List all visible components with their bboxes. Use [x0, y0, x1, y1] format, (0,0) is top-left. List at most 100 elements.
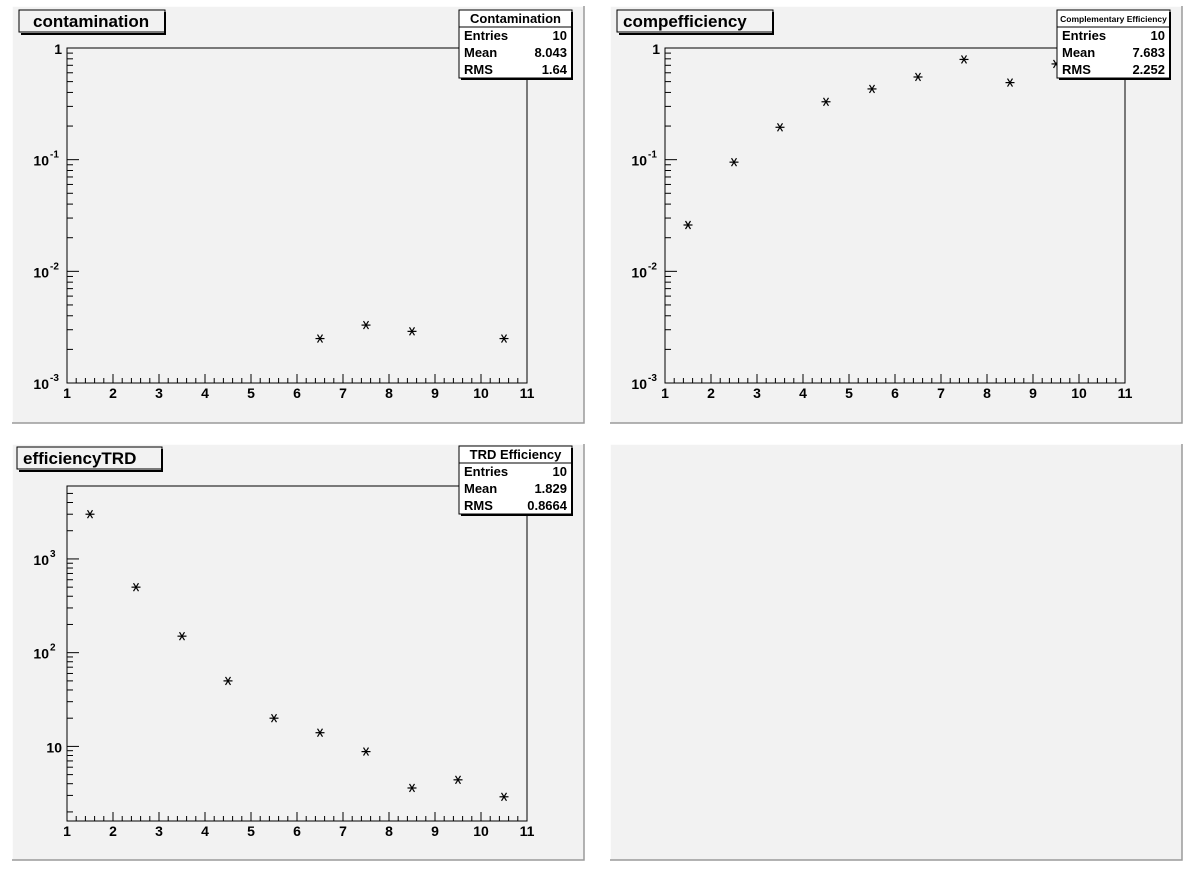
stats-value-rms: 1.64 [542, 62, 568, 77]
stats-name: TRD Efficiency [470, 447, 563, 462]
x-tick-label: 4 [201, 385, 209, 401]
x-tick-label: 8 [385, 385, 393, 401]
title-box-shadow [19, 449, 163, 472]
x-tick-label: 6 [293, 823, 301, 839]
y-tick-label-exponent: -2 [50, 261, 59, 272]
pad-border-light [609, 443, 1182, 860]
stats-label-entries: Entries [1062, 28, 1106, 43]
pad-border-light [609, 5, 1182, 423]
stats-value-entries: 10 [553, 464, 567, 479]
x-tick-label: 1 [661, 385, 669, 401]
x-tick-label: 6 [293, 385, 301, 401]
x-tick-label: 8 [385, 823, 393, 839]
data-point-star [913, 72, 923, 82]
stats-box-shadow [1059, 12, 1171, 80]
data-point-star [361, 320, 371, 330]
y-tick-label: 10 [33, 552, 49, 568]
y-tick-label-exponent: -3 [50, 373, 59, 384]
x-tick-label: 2 [109, 823, 117, 839]
y-tick-label: 10 [33, 264, 49, 280]
y-tick-label: 1 [54, 41, 62, 57]
x-tick-label: 9 [431, 823, 439, 839]
x-tick-label: 3 [753, 385, 761, 401]
stats-value-mean: 7.683 [1132, 45, 1165, 60]
stats-box-frame [458, 9, 573, 79]
x-tick-label: 4 [799, 385, 807, 401]
y-tick-label: 10 [631, 264, 647, 280]
x-tick-label: 8 [983, 385, 991, 401]
data-point-star [959, 55, 969, 64]
y-tick-label: 1 [652, 41, 660, 57]
pad-border-light [11, 5, 584, 423]
stats-value-rms: 2.252 [1132, 62, 1165, 77]
pad-empty [609, 443, 1183, 861]
x-tick-label: 2 [109, 385, 117, 401]
x-tick-label: 1 [63, 823, 71, 839]
y-tick-label: 10 [33, 646, 49, 662]
stats-value-entries: 10 [553, 28, 567, 43]
y-tick-label: 10 [33, 153, 49, 169]
pad-border-dark [12, 6, 585, 424]
y-tick-label-exponent: -1 [50, 150, 59, 161]
stats-value-rms: 0.8664 [527, 498, 568, 513]
x-tick-label: 7 [339, 385, 347, 401]
data-point-star [315, 728, 325, 738]
x-tick-label: 7 [937, 385, 945, 401]
stats-box-frame [1056, 9, 1171, 79]
y-tick-label: 10 [631, 376, 647, 392]
x-tick-label: 10 [1071, 385, 1087, 401]
data-point-star [177, 631, 187, 641]
data-point-star [131, 582, 141, 592]
stats-box: Complementary Efficiency Entries 10 Mean… [1056, 9, 1171, 80]
x-tick-label: 9 [1029, 385, 1037, 401]
title-box: contamination [18, 9, 166, 35]
x-tick-label: 10 [473, 385, 489, 401]
stats-box: TRD Efficiency Entries 10 Mean 1.829 RMS… [458, 445, 573, 516]
stats-label-mean: Mean [1062, 45, 1095, 60]
stats-label-rms: RMS [464, 62, 493, 77]
y-tick-label: 10 [33, 376, 49, 392]
data-point-star [775, 122, 785, 132]
x-tick-label: 11 [1118, 385, 1133, 401]
data-point-star [729, 157, 739, 167]
x-tick-label: 6 [891, 385, 899, 401]
data-points [85, 509, 509, 802]
x-tick-label: 3 [155, 385, 163, 401]
x-tick-label: 4 [201, 823, 209, 839]
stats-label-rms: RMS [464, 498, 493, 513]
title-box-shadow [619, 12, 774, 35]
x-tick-label: 5 [845, 385, 853, 401]
stats-value-mean: 8.043 [534, 45, 567, 60]
stats-value-mean: 1.829 [534, 481, 567, 496]
x-tick-label: 7 [339, 823, 347, 839]
data-point-star [867, 84, 877, 94]
data-point-star [269, 713, 279, 723]
title-box: compefficiency [616, 9, 774, 35]
chart-title: efficiencyTRD [23, 449, 136, 468]
title-box-shadow [21, 12, 166, 35]
stats-name: Contamination [470, 11, 561, 26]
x-tick-label: 5 [247, 385, 255, 401]
y-tick-label-exponent: 3 [50, 549, 56, 560]
stats-label-rms: RMS [1062, 62, 1091, 77]
x-tick-label: 1 [63, 385, 71, 401]
y-tick-label-exponent: -2 [648, 261, 657, 272]
stats-value-entries: 10 [1151, 28, 1165, 43]
stats-label-entries: Entries [464, 464, 508, 479]
pad-background [610, 444, 1182, 860]
pad-border-dark [12, 444, 585, 861]
x-tick-label: 5 [247, 823, 255, 839]
pad-border-light [11, 443, 584, 860]
y-tick-label-exponent: 2 [50, 643, 56, 654]
data-point-star [315, 334, 325, 343]
x-tick-label: 2 [707, 385, 715, 401]
title-box: efficiencyTRD [16, 446, 163, 472]
x-tick-label: 11 [520, 385, 535, 401]
y-tick-label: 10 [631, 153, 647, 169]
chart-title: contamination [33, 12, 149, 31]
